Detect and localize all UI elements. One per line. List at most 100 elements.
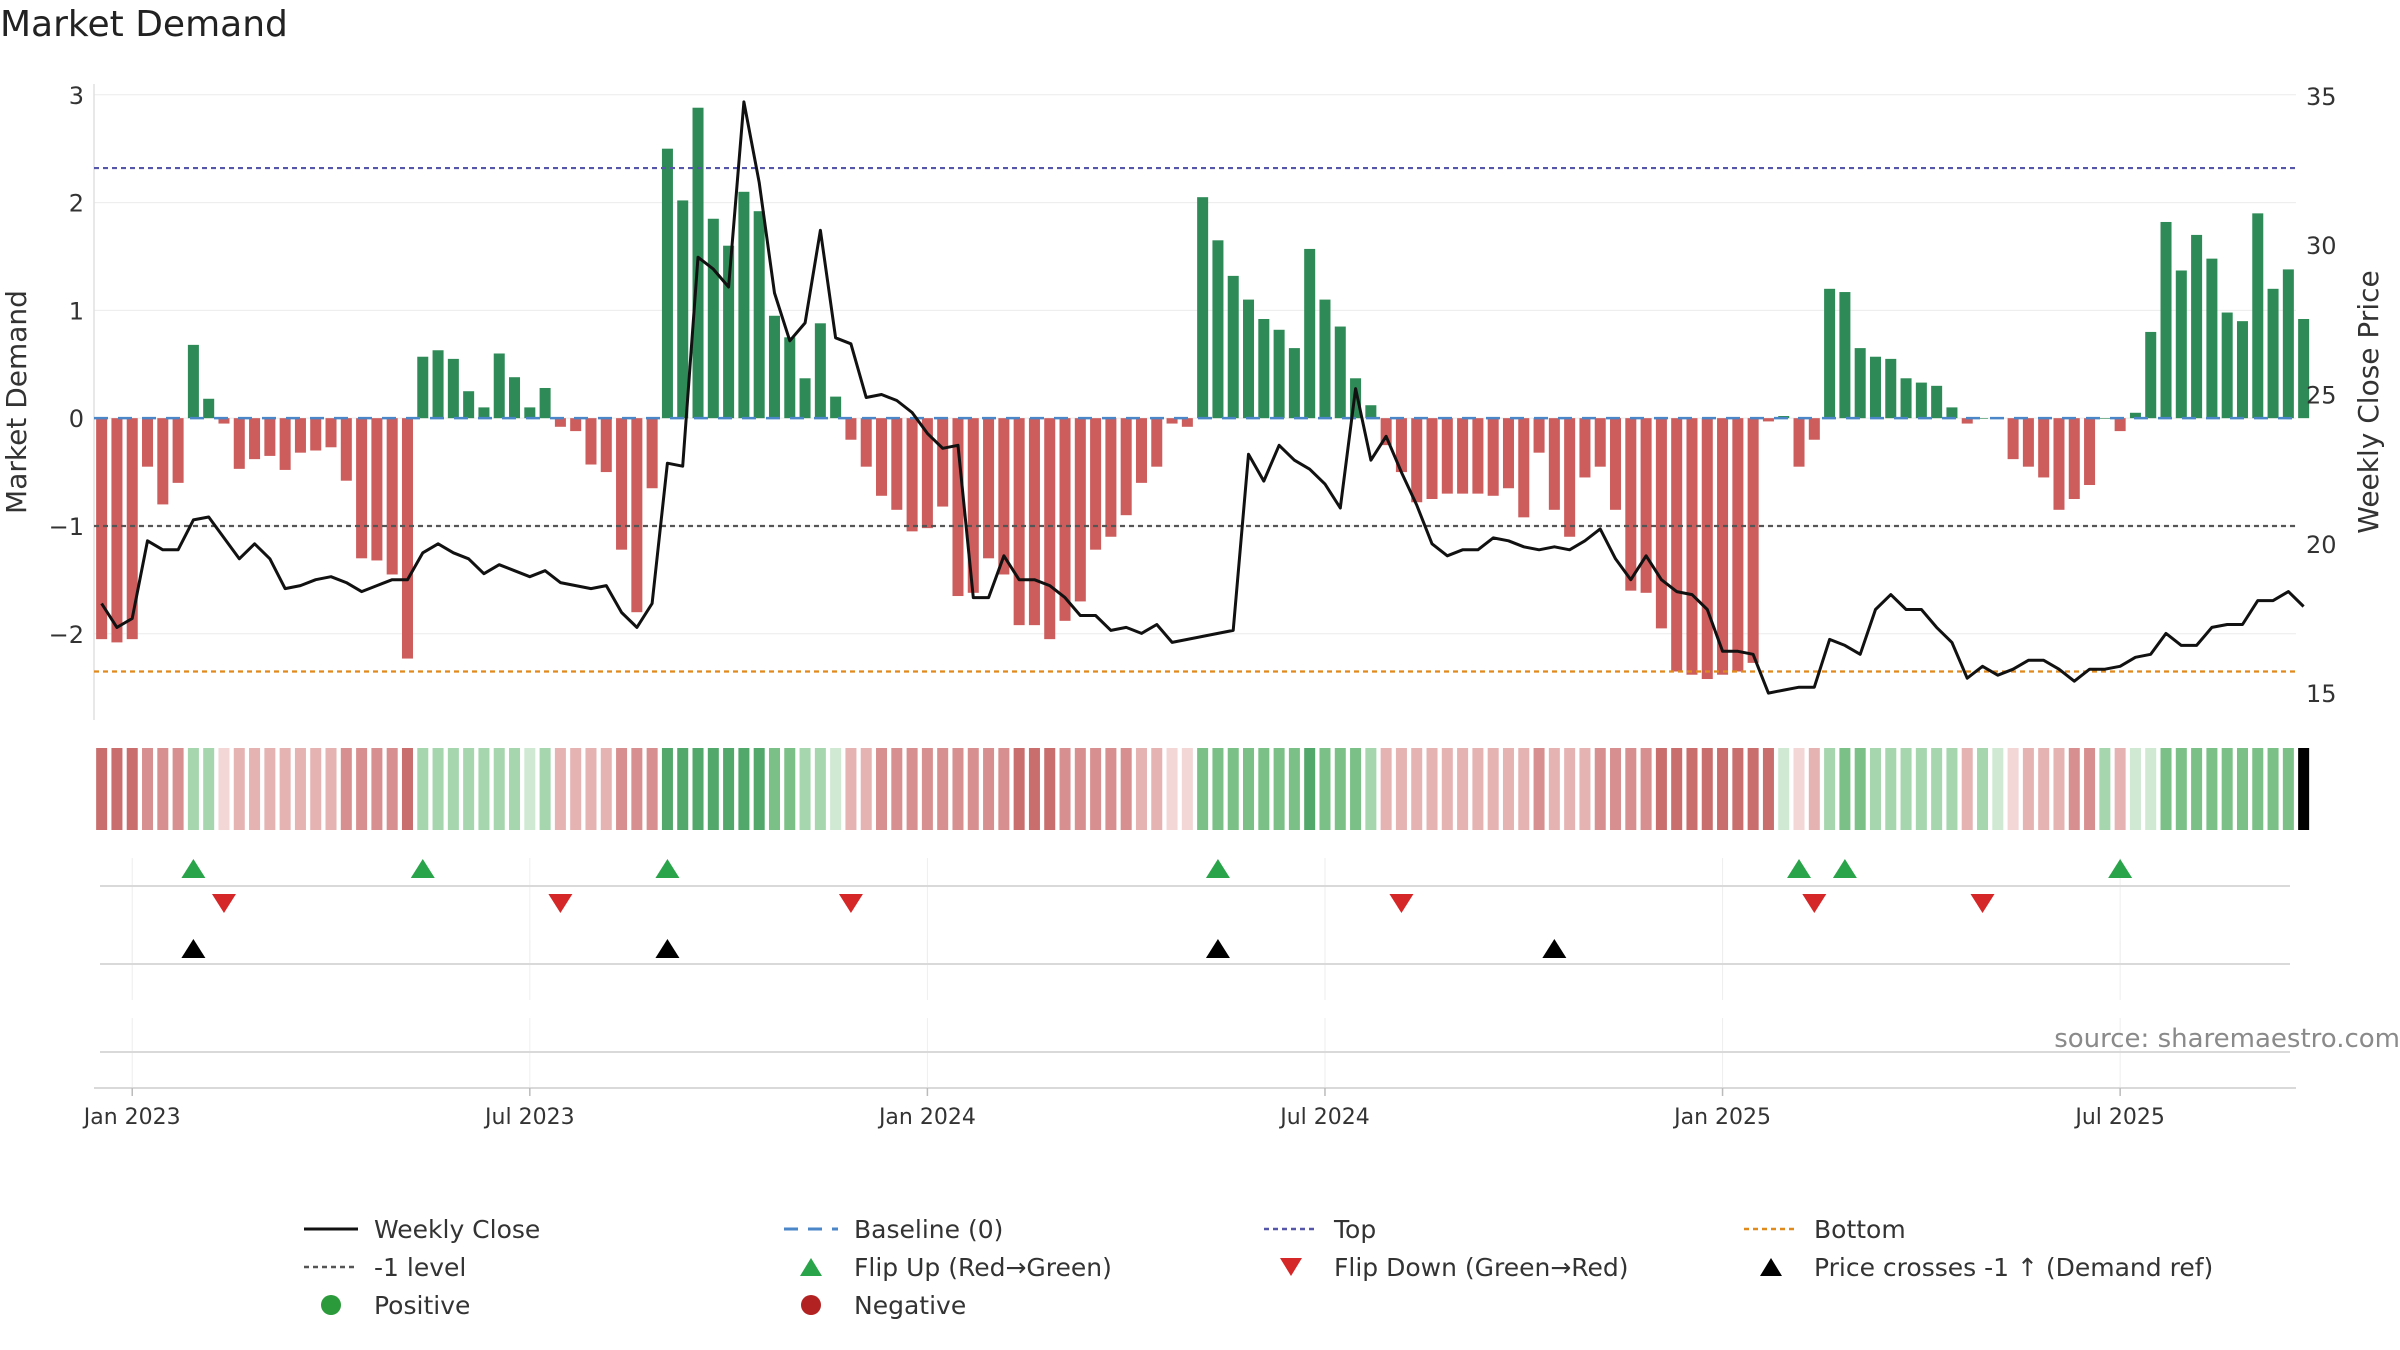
demand-bar	[1487, 418, 1499, 496]
demand-bar	[386, 418, 398, 575]
legend-label: Baseline (0)	[854, 1214, 1004, 1244]
demand-bar	[1243, 299, 1255, 419]
demand-bar	[723, 245, 735, 419]
demand-bar	[1717, 418, 1729, 675]
heat-cell	[1059, 748, 1071, 830]
demand-bar	[1946, 407, 1958, 419]
heat-cell	[921, 748, 933, 830]
heat-cell	[371, 748, 383, 830]
left-tick-label: 1	[69, 297, 84, 325]
chart-title: Market Demand	[0, 4, 288, 45]
heat-cell	[967, 748, 979, 830]
heat-cell	[1977, 748, 1989, 830]
heat-cell	[1350, 748, 1362, 830]
heat-cell	[1961, 748, 1973, 830]
heat-cell	[401, 748, 413, 830]
demand-bar	[2267, 288, 2279, 419]
demand-bar	[1701, 418, 1713, 680]
heat-cell	[2221, 748, 2233, 830]
demand-bar	[1625, 418, 1637, 591]
demand-bar	[1686, 418, 1698, 675]
heat-cell	[2129, 748, 2141, 830]
heat-cell	[509, 748, 521, 830]
heat-cell	[2282, 748, 2294, 830]
demand-bar	[677, 200, 689, 419]
x-tick-label: Jul 2023	[483, 1105, 575, 1130]
demand-bar	[1120, 418, 1132, 516]
right-axis-label: Weekly Close Price	[2352, 270, 2385, 533]
right-tick-label: 15	[2306, 680, 2337, 708]
demand-bar	[2084, 418, 2096, 486]
heat-cell	[478, 748, 490, 830]
heat-cell	[2252, 748, 2264, 830]
heat-cell	[340, 748, 352, 830]
demand-bar	[1732, 418, 1744, 672]
demand-bar	[967, 418, 979, 593]
heat-cell	[1090, 748, 1102, 830]
demand-bar	[1288, 348, 1300, 419]
demand-bar	[646, 418, 658, 489]
left-tick-label: 0	[69, 405, 84, 433]
heat-cell	[1212, 748, 1224, 830]
heat-cell	[2160, 748, 2172, 830]
demand-bar	[1105, 418, 1117, 537]
heat-cell	[1028, 748, 1040, 830]
demand-bar	[2282, 269, 2294, 419]
heat-cell	[1120, 748, 1132, 830]
legend-row: Positive Negative	[300, 1286, 2250, 1324]
chart-legend: Weekly Close Baseline (0) Top Bottom -1 leve…	[300, 1210, 2250, 1324]
x-tick-label: Jul 2024	[1278, 1105, 1370, 1130]
heat-cell	[1044, 748, 1056, 830]
flip-down-marker	[1970, 894, 1995, 913]
heat-cell	[96, 748, 108, 830]
x-tick-label: Jan 2025	[1672, 1105, 1771, 1130]
heat-cell	[463, 748, 475, 830]
heat-cell	[2236, 748, 2248, 830]
x-tick-label: Jul 2025	[2073, 1105, 2165, 1130]
heat-cell	[1074, 748, 1086, 830]
demand-bar	[876, 418, 888, 496]
heat-cell	[493, 748, 505, 830]
demand-bar	[998, 418, 1010, 575]
flip-up-marker	[410, 859, 435, 878]
heat-cell	[1166, 748, 1178, 830]
legend-item: Negative	[780, 1290, 1260, 1320]
heat-cell	[646, 748, 658, 830]
demand-bar	[463, 391, 475, 419]
heat-cell	[249, 748, 261, 830]
heat-cell	[264, 748, 276, 830]
heat-cell	[860, 748, 872, 830]
demand-bar	[2022, 418, 2034, 467]
heat-cell	[1319, 748, 1331, 830]
legend-label: Price crosses -1 ↑ (Demand ref)	[1814, 1252, 2214, 1282]
demand-bar	[860, 418, 872, 467]
heat-cell	[600, 748, 612, 830]
heat-cell	[1411, 748, 1423, 830]
demand-bar	[2007, 418, 2019, 460]
heat-cell	[2145, 748, 2157, 830]
demand-bar	[937, 418, 949, 507]
demand-bar	[1044, 418, 1056, 640]
demand-bar	[1671, 418, 1683, 672]
heat-cell	[570, 748, 582, 830]
legend-swatch-icon	[1760, 1258, 1782, 1276]
heat-cell	[845, 748, 857, 830]
heat-cell	[661, 748, 673, 830]
heat-cell	[738, 748, 750, 830]
left-tick-label: 3	[69, 82, 84, 110]
demand-bar	[1074, 418, 1086, 602]
heat-cell	[1747, 748, 1759, 830]
heat-cell	[203, 748, 215, 830]
demand-bar	[1426, 418, 1438, 500]
flip-down-marker	[838, 894, 863, 913]
demand-bar	[1915, 382, 1927, 419]
legend-swatch-icon	[304, 1265, 358, 1269]
heat-cell	[753, 748, 765, 830]
legend-swatch-icon	[1264, 1227, 1318, 1231]
heat-cell	[814, 748, 826, 830]
demand-bar	[1441, 418, 1453, 494]
demand-bar	[2175, 270, 2187, 419]
x-tick-label: Jan 2023	[82, 1105, 181, 1130]
weekly-close-line	[100, 100, 2305, 695]
demand-bar	[340, 418, 352, 481]
